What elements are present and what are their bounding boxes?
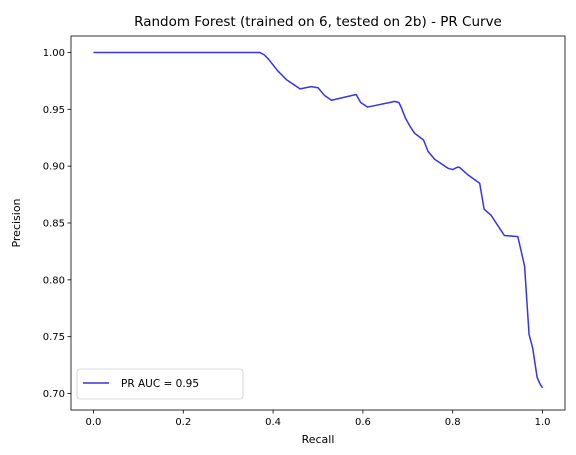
y-tick-label: 1.00 [43, 48, 65, 59]
y-tick-label: 0.95 [43, 105, 65, 116]
x-axis-ticks: 0.0 0.2 0.4 0.6 0.8 1.0 [86, 410, 551, 428]
x-tick-label: 0.0 [86, 417, 102, 428]
x-axis-label: Recall [302, 433, 335, 446]
x-tick-label: 0.8 [445, 417, 461, 428]
pr-curve-line [93, 51, 544, 389]
legend: PR AUC = 0.95 [76, 368, 244, 400]
series-layer [93, 51, 544, 389]
y-tick-label: 0.75 [43, 332, 65, 343]
chart-title: Random Forest (trained on 6, tested on 2… [134, 14, 502, 30]
legend-box [76, 368, 244, 400]
y-tick-label: 0.85 [43, 219, 65, 230]
legend-label: PR AUC = 0.95 [121, 378, 199, 390]
axes-frame [70, 35, 566, 411]
y-tick-label: 0.70 [43, 389, 65, 400]
x-tick-label: 1.0 [535, 417, 551, 428]
x-tick-label: 0.6 [355, 417, 371, 428]
y-tick-label: 0.90 [43, 162, 65, 173]
x-tick-label: 0.4 [265, 417, 281, 428]
y-axis-label: Precision [10, 198, 23, 247]
x-tick-label: 0.2 [175, 417, 191, 428]
y-axis-ticks: 0.70 0.75 0.80 0.85 0.90 0.95 1.00 [43, 48, 71, 400]
y-tick-label: 0.80 [43, 275, 65, 286]
